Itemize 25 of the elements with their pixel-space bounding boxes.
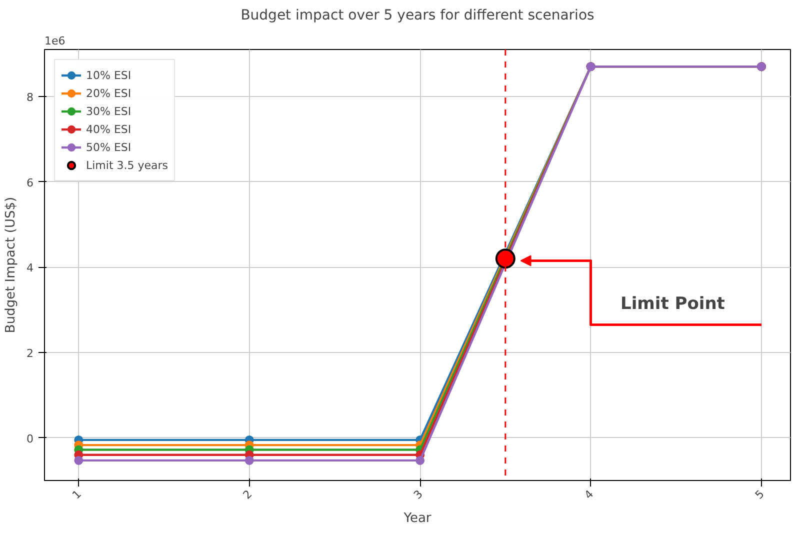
x-tick-label: 4	[582, 488, 596, 502]
point	[244, 456, 254, 465]
x-tick-label: 1	[70, 488, 84, 502]
legend-label: 10% ESI	[86, 68, 132, 82]
point	[74, 456, 84, 465]
legend-label: 20% ESI	[86, 86, 132, 100]
point	[416, 456, 425, 465]
y-tick-label: 0	[26, 432, 34, 446]
y-axis-title: Budget Impact (US$)	[4, 196, 18, 334]
x-tick-label: 3	[411, 488, 426, 502]
x-tick-label: 5	[752, 488, 767, 502]
text: 1e6	[44, 34, 66, 48]
chart-title: Budget impact over 5 years for different scenarios	[240, 8, 594, 24]
y-tick-label: 6	[26, 176, 34, 190]
annotation: Limit Point	[620, 294, 725, 314]
legend-label: 40% ESI	[86, 122, 132, 136]
y-tick-label: 8	[26, 90, 34, 104]
x-tick-label: 2	[240, 488, 255, 502]
y-tick-label: 2	[26, 346, 34, 360]
x-axis-title: Year	[402, 510, 432, 526]
legend-label: 50% ESI	[86, 140, 132, 154]
point	[495, 248, 516, 269]
legend-label: 30% ESI	[86, 104, 132, 118]
legend-label: Limit 3.5 years	[86, 158, 168, 172]
y-tick-label: 4	[26, 262, 34, 275]
